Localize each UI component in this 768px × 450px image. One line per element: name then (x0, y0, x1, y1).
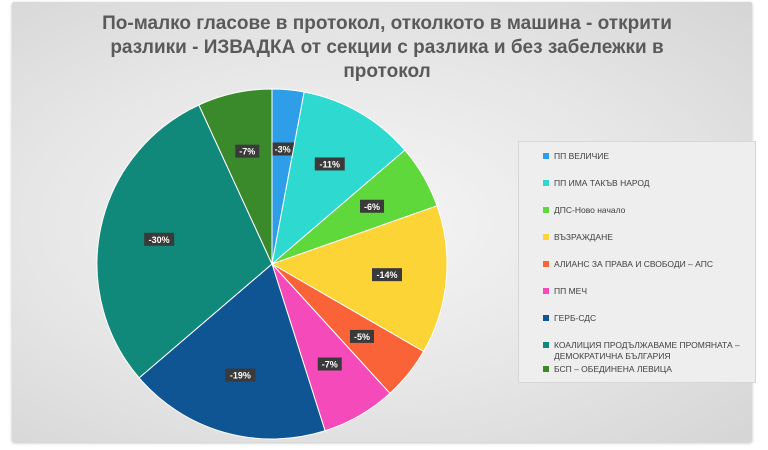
legend-swatch (543, 261, 549, 267)
svg-text:-11%: -11% (319, 159, 340, 169)
legend-label: ГЕРБ-СДС (554, 313, 597, 323)
pie-slice-8 (198, 88, 273, 265)
svg-text:-6%: -6% (364, 202, 380, 212)
slice-data-label-1: -11% (314, 157, 345, 171)
legend-swatch (543, 315, 549, 321)
legend-swatch (543, 207, 549, 213)
legend-item-2: ДПС-Ново начало (543, 205, 753, 216)
legend-label: КОАЛИЦИЯ ПРОДЪЛЖАВАМЕ ПРОМЯНАТА – ДЕМОКР… (554, 340, 740, 361)
legend-label: ВЪЗРАЖДАНЕ (554, 232, 613, 242)
svg-text:-14%: -14% (376, 270, 397, 280)
pie-chart: -3% -11% -6% -14% -5% -7% -19% -30% -7% (96, 88, 448, 440)
legend-label: БСП – ОБЕДИНЕНА ЛЕВИЦА (554, 364, 672, 374)
legend-label: АЛИАНС ЗА ПРАВА И СВОБОДИ – АПС (554, 259, 713, 269)
slice-data-label-7: -30% (144, 232, 175, 246)
slice-data-label-6: -19% (225, 368, 256, 382)
legend-label: ПП ВЕЛИЧИЕ (554, 151, 610, 161)
slice-data-label-5: -7% (317, 357, 342, 371)
chart-frame: По-малко гласове в протокол, отколкото в… (12, 2, 756, 442)
svg-text:-19%: -19% (230, 371, 251, 381)
svg-text:-5%: -5% (354, 332, 370, 342)
slice-data-label-3: -14% (372, 268, 403, 282)
legend-label: ПП ИМА ТАКЪВ НАРОД (554, 178, 650, 188)
legend-item-1: ПП ИМА ТАКЪВ НАРОД (543, 178, 753, 189)
legend-item-5: ПП МЕЧ (543, 286, 753, 297)
legend-swatch (543, 366, 549, 372)
legend-item-4: АЛИАНС ЗА ПРАВА И СВОБОДИ – АПС (543, 259, 753, 270)
legend-label: ПП МЕЧ (554, 286, 587, 296)
pie-slice-7 (96, 104, 273, 379)
legend-item-6: ГЕРБ-СДС (543, 313, 753, 324)
slice-data-label-2: -6% (360, 199, 385, 213)
pie-slice-6 (138, 263, 326, 440)
legend-swatch (543, 342, 549, 348)
svg-text:-7%: -7% (239, 147, 255, 157)
legend-item-7: КОАЛИЦИЯ ПРОДЪЛЖАВАМЕ ПРОМЯНАТА – ДЕМОКР… (543, 340, 753, 362)
legend-item-8: БСП – ОБЕДИНЕНА ЛЕВИЦА (543, 364, 753, 375)
chart-title: По-малко гласове в протокол, отколкото в… (102, 13, 672, 82)
legend: ПП ВЕЛИЧИЕ ПП ИМА ТАКЪВ НАРОД ДПС-Ново нач… (518, 141, 756, 383)
svg-text:-30%: -30% (149, 235, 170, 245)
legend-item-3: ВЪЗРАЖДАНЕ (543, 232, 753, 243)
legend-swatch (543, 180, 549, 186)
svg-text:-7%: -7% (322, 360, 338, 370)
legend-label: ДПС-Ново начало (554, 205, 626, 215)
legend-swatch (543, 153, 549, 159)
slice-data-label-8: -7% (235, 144, 260, 158)
slice-data-label-4: -5% (349, 329, 374, 343)
legend-swatch (543, 234, 549, 240)
legend-item-0: ПП ВЕЛИЧИЕ (543, 151, 753, 162)
pie-slice-3 (270, 205, 448, 353)
legend-swatch (543, 288, 549, 294)
svg-text:-3%: -3% (275, 144, 291, 154)
slice-data-label-0: -3% (270, 142, 295, 156)
pie-slice-1 (271, 91, 406, 266)
